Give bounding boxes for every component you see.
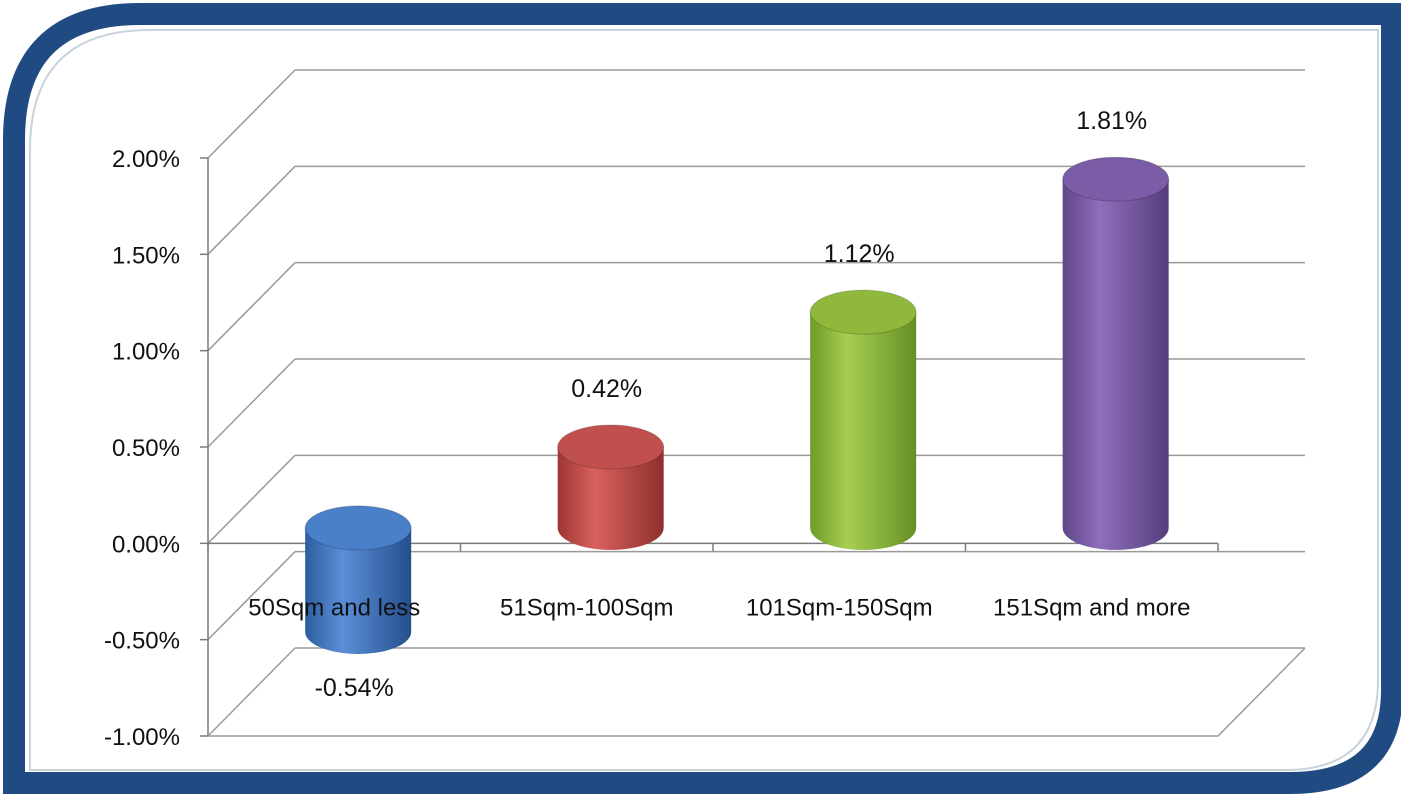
bar-cap <box>809 289 917 335</box>
gridline-side <box>207 165 296 255</box>
y-tick-labels: 2.00% 1.50% 1.00% 0.50% 0.00% -0.50% -1.00% <box>104 146 180 751</box>
gridline-side <box>207 358 296 448</box>
bar-cap <box>304 505 412 551</box>
frame-border <box>3 3 1401 794</box>
data-labels: -0.54% 0.42% 1.12% 1.81% <box>315 107 1148 702</box>
bar-2 <box>557 424 665 550</box>
bar-4 <box>1062 156 1170 550</box>
gridline-side <box>207 69 296 159</box>
bar-3 <box>809 289 917 550</box>
y-tick-label: -0.50% <box>104 628 180 655</box>
gridline-side <box>207 454 296 544</box>
y-tick-label: 2.00% <box>112 146 180 173</box>
data-label: -0.54% <box>315 674 394 702</box>
data-label: 1.12% <box>824 240 895 268</box>
bar-body <box>557 447 664 550</box>
x-category-label: 101Sqm-150Sqm <box>746 594 933 621</box>
x-category-label: 151Sqm and more <box>993 594 1190 621</box>
floor-edge <box>208 647 1306 737</box>
bars <box>304 156 1170 654</box>
y-tick-label: 0.00% <box>112 531 180 558</box>
y-tick-label: 1.00% <box>112 339 180 366</box>
y-tick-label: 1.50% <box>112 242 180 269</box>
bar-cap <box>1062 156 1170 202</box>
bar-body <box>810 312 917 550</box>
gridline-side <box>207 262 296 352</box>
gridlines <box>207 69 1305 737</box>
y-tick-label: 0.50% <box>112 435 180 462</box>
y-tick-label: -1.00% <box>104 724 180 751</box>
bar-body <box>305 527 412 654</box>
bar-1 <box>304 505 412 654</box>
x-category-label: 51Sqm-100Sqm <box>500 594 673 621</box>
gridline-side <box>207 647 296 737</box>
frame-inner-line <box>29 29 1379 771</box>
data-label: 0.42% <box>571 375 642 403</box>
data-label: 1.81% <box>1076 107 1147 135</box>
gridline-side <box>207 551 296 641</box>
bar-cap <box>557 424 665 470</box>
x-category-labels: 50Sqm and less 51Sqm-100Sqm 101Sqm-150Sqm 1… <box>248 594 1190 621</box>
x-category-label: 50Sqm and less <box>248 594 420 621</box>
bar-body <box>1062 179 1169 550</box>
